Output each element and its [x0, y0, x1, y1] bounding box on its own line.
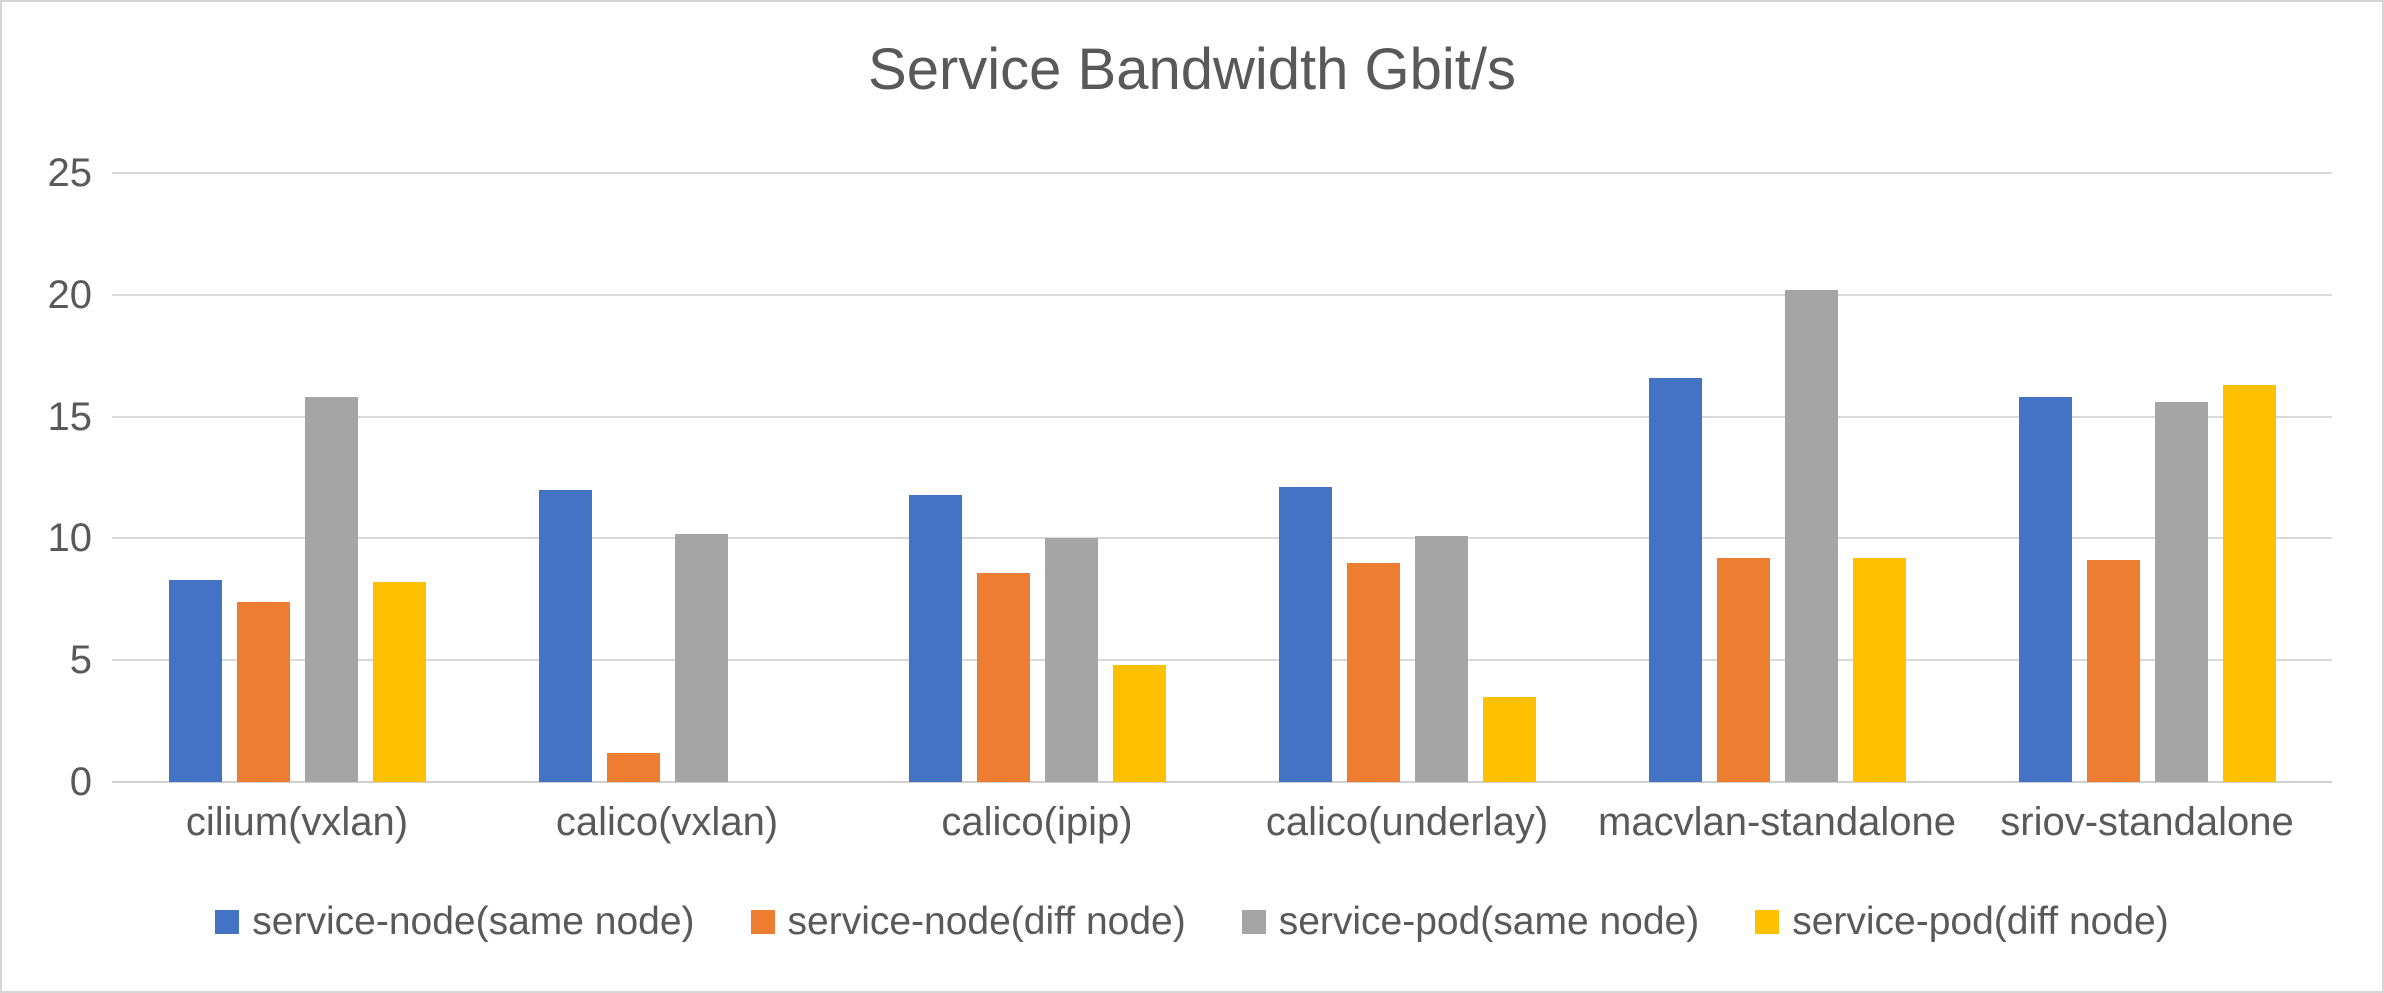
- bar: [1716, 557, 1770, 782]
- legend-item: service-pod(same node): [1241, 900, 1700, 944]
- legend-label: service-node(same node): [252, 900, 695, 943]
- legend-swatch-icon: [1755, 910, 1780, 934]
- bar: [1482, 696, 1536, 782]
- gridline: [112, 293, 2332, 296]
- gridline: [112, 415, 2332, 418]
- bar: [1414, 535, 1468, 782]
- bar: [2018, 397, 2072, 782]
- gridline: [112, 659, 2332, 662]
- gridline: [112, 537, 2332, 540]
- bar-group-calico-underlay-: [1222, 173, 1592, 782]
- bar: [2086, 560, 2140, 782]
- bar: [1648, 377, 1702, 782]
- bar: [606, 752, 660, 782]
- bar: [908, 494, 962, 782]
- bar: [976, 572, 1030, 782]
- legend-item: service-node(same node): [215, 900, 695, 944]
- bar: [674, 533, 728, 782]
- x-category-label: calico(ipip): [941, 800, 1133, 844]
- bar: [2154, 401, 2208, 782]
- x-category-label: macvlan-standalone: [1598, 800, 1956, 844]
- bar: [304, 397, 358, 782]
- legend-label: service-pod(diff node): [1792, 900, 2169, 943]
- legend-label: service-node(diff node): [787, 900, 1186, 943]
- legend-item: service-pod(diff node): [1755, 900, 2169, 944]
- bar: [538, 489, 592, 782]
- bar: [236, 601, 290, 782]
- y-tick-label: 10: [47, 516, 93, 561]
- x-category-label: cilium(vxlan): [185, 800, 409, 844]
- bar-series-container: [112, 173, 2332, 782]
- bar: [1852, 557, 1906, 782]
- y-tick-label: 5: [69, 638, 92, 683]
- chart-title: Service Bandwidth Gbit/s: [868, 37, 1516, 102]
- x-axis-baseline: [112, 781, 2332, 783]
- x-axis: cilium(vxlan) calico(vxlan) calico(ipip) ca…: [112, 784, 2332, 845]
- legend-label: service-pod(same node): [1278, 900, 1700, 943]
- x-category-label: calico(vxlan): [555, 800, 779, 844]
- bar: [1278, 487, 1332, 782]
- bar: [1784, 289, 1838, 782]
- x-category-label: calico(underlay): [1265, 800, 1549, 844]
- legend: service-node(same node) service-node(diff…: [2, 900, 2382, 944]
- bar-group-calico-ipip-: [852, 173, 1222, 782]
- bar: [1346, 562, 1400, 782]
- y-tick-label: 15: [47, 394, 93, 439]
- gridline: [112, 172, 2332, 174]
- bar: [1112, 665, 1166, 782]
- y-tick-label: 20: [47, 272, 93, 317]
- legend-swatch-icon: [215, 910, 240, 934]
- x-category-label: sriov-standalone: [2000, 800, 2294, 844]
- legend-swatch-icon: [750, 910, 775, 934]
- bar: [168, 579, 222, 782]
- bar: [372, 582, 426, 782]
- bar-group-macvlan-standalone: [1592, 173, 1962, 782]
- legend-item: service-node(diff node): [750, 900, 1186, 944]
- bar-group-calico-vxlan-: [482, 173, 852, 782]
- bar: [1044, 538, 1098, 782]
- y-tick-label: 0: [69, 760, 92, 804]
- y-tick-label: 25: [47, 151, 93, 195]
- bar-group-cilium-vxlan-: [112, 173, 482, 782]
- legend-swatch-icon: [1241, 910, 1266, 934]
- plot-area: [112, 172, 2332, 783]
- bar: [2222, 384, 2276, 782]
- bar-group-sriov-standalone: [1962, 173, 2332, 782]
- y-axis: 0 5 10 15 20 25: [2, 153, 93, 802]
